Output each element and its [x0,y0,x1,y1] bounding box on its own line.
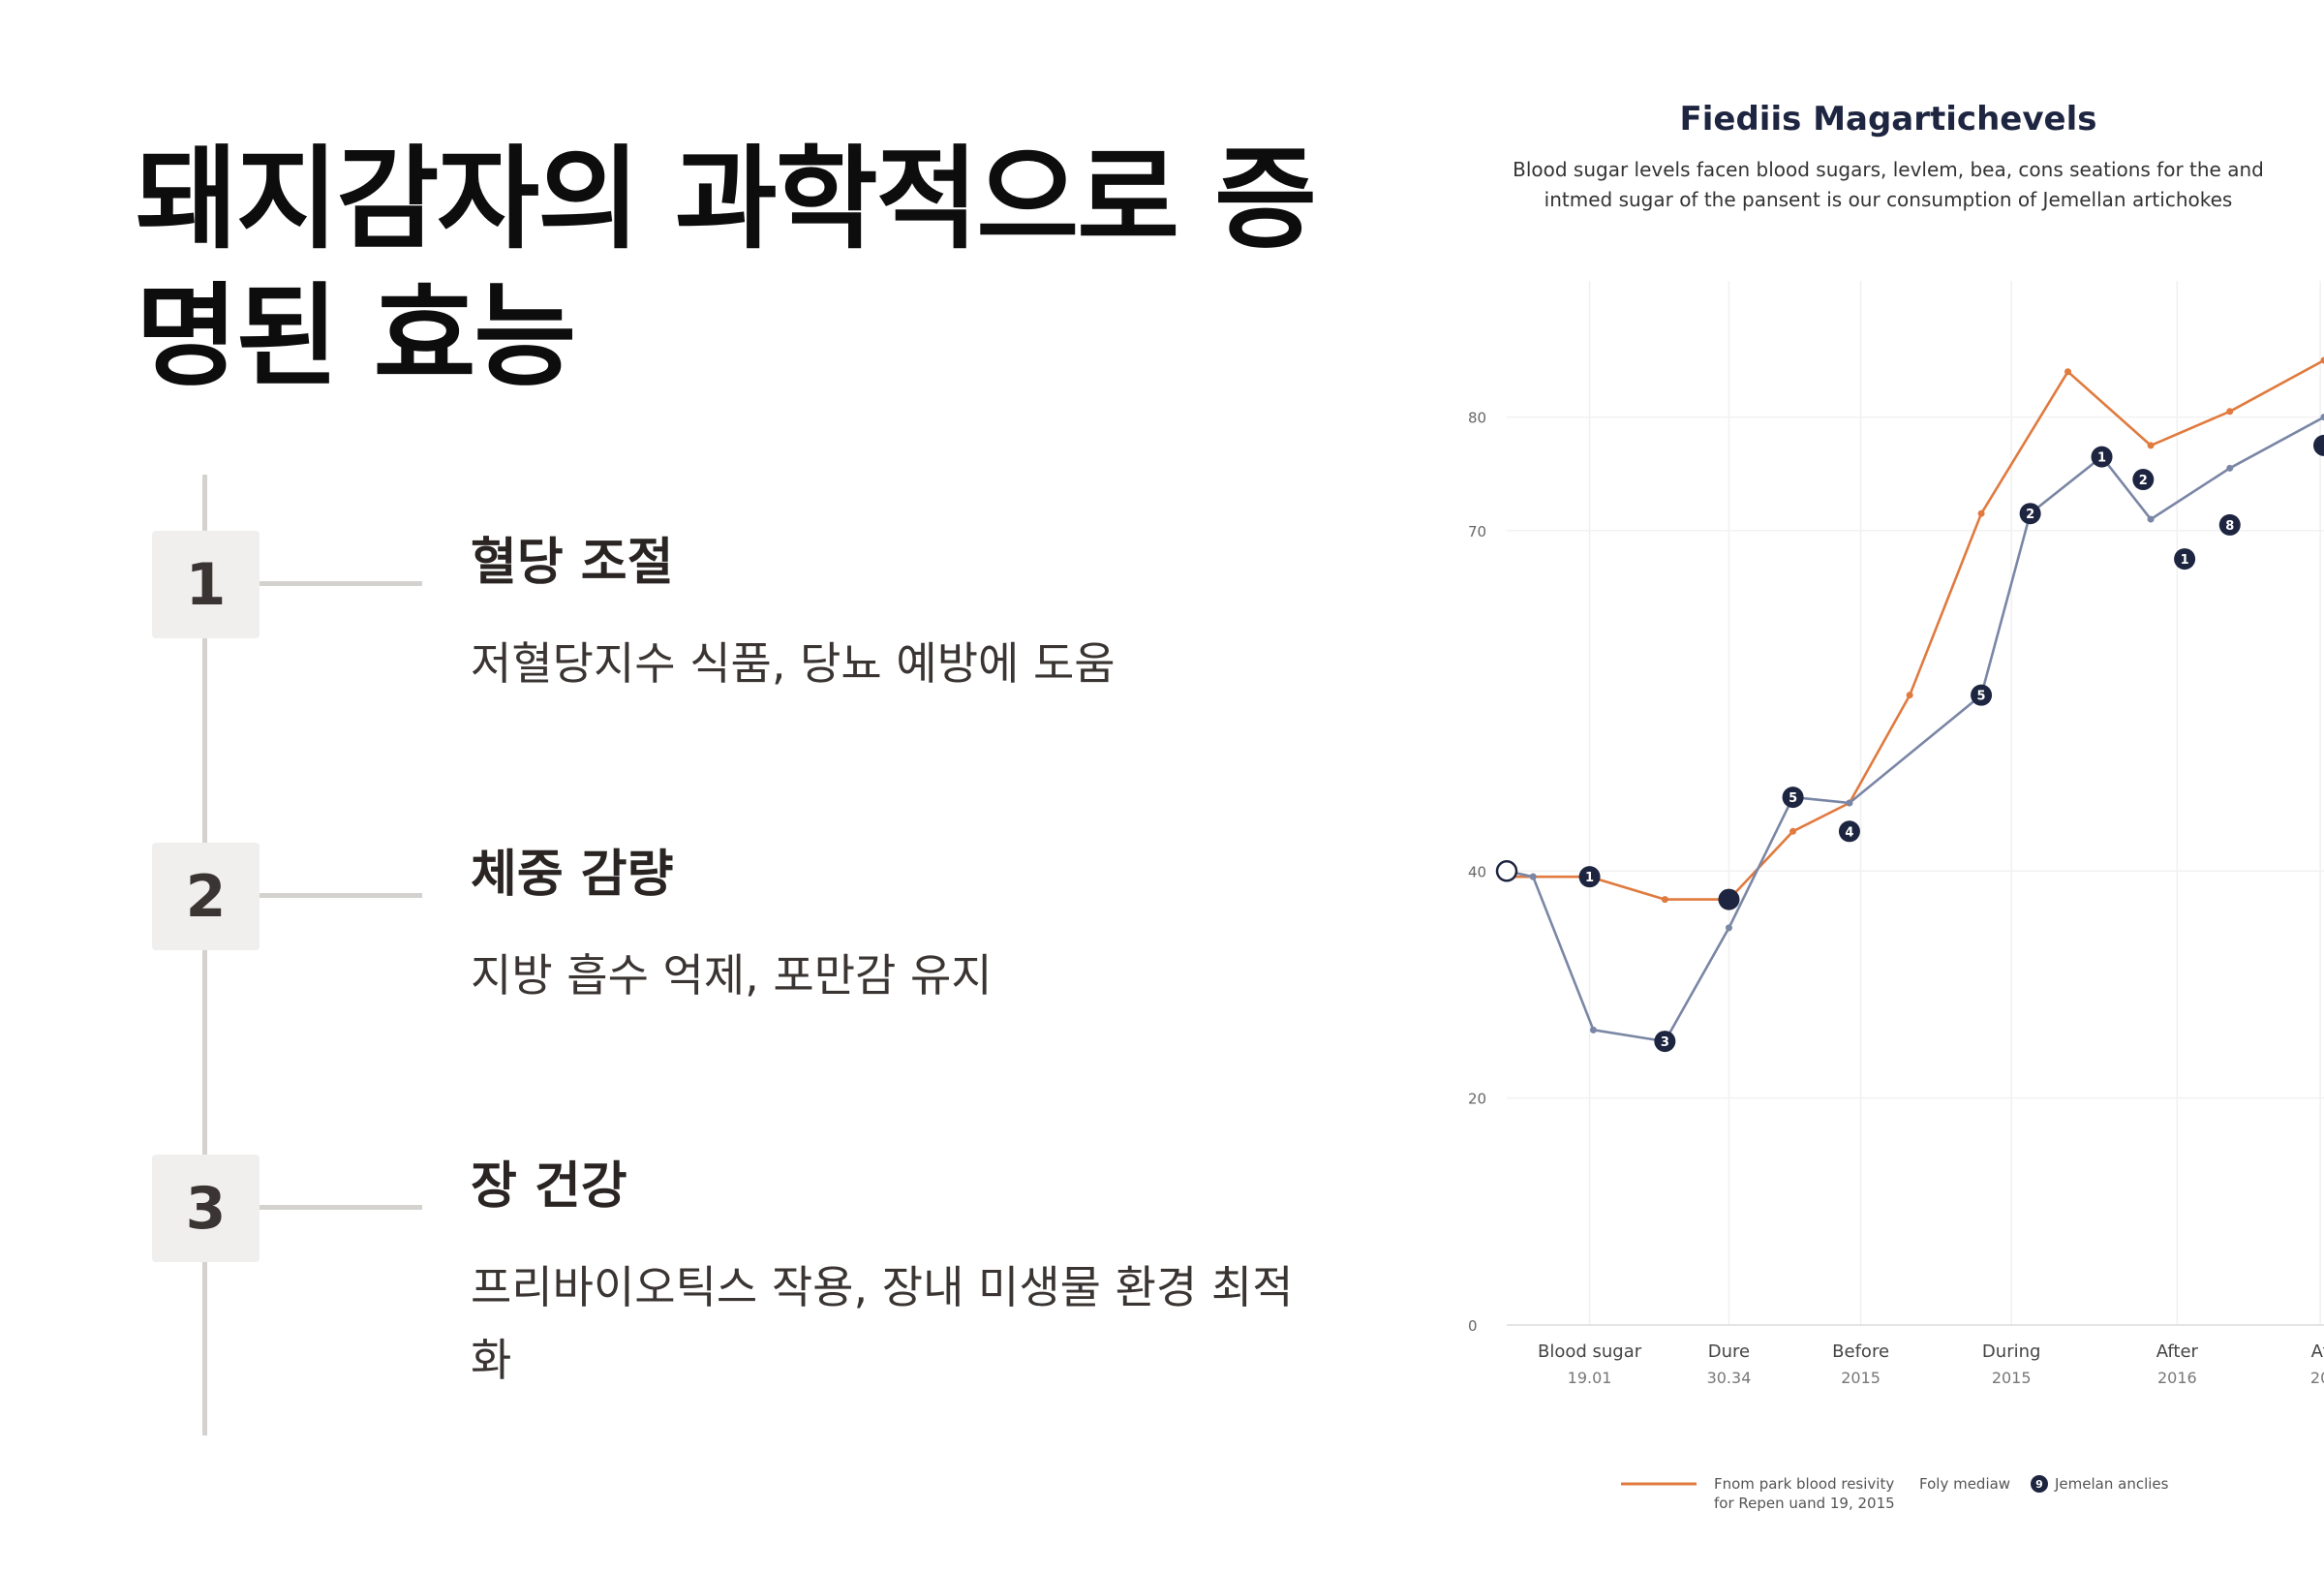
connector-line [260,893,422,898]
benefit-description: 프리바이오틱스 작용, 장내 미생물 환경 최적화 [471,1251,1303,1397]
series-line-1 [1507,360,2324,900]
y-tick-label: 40 [1468,863,1486,880]
series-point [1726,924,1732,931]
series-point [1846,800,1852,807]
data-marker-label: 8 [2225,519,2234,534]
series-point [2148,442,2155,448]
legend-dot-label: 9 [2035,1478,2043,1491]
x-tick-sublabel: 2015 [1841,1369,1881,1387]
benefit-title: 체중 감량 [471,833,673,906]
chart-axes: 0 20 40 70 80 Blood sugar 19.01 Dure 30.34 Before… [1468,410,2324,1387]
series-point [1907,692,1913,698]
data-marker-label: 5 [1977,690,1986,704]
x-tick-label: Before [1832,1342,1889,1362]
x-tick-label: During [1982,1342,2041,1362]
x-tick-label: At [2311,1342,2324,1362]
chart-markers: 1 3 5 4 5 2 1 2 1 8 [1497,435,2324,1052]
x-tick-sublabel: 2015 [1992,1369,2032,1387]
series-point [1662,896,1668,903]
data-marker [2313,435,2324,456]
series-point [1978,510,1985,517]
benefit-title: 혈당 조절 [471,521,673,594]
series-point [1590,1027,1597,1033]
x-tick-sublabel: 20 [2310,1369,2324,1387]
chart-image: Fiediis Magartichevels Blood sugar level… [1443,0,2324,1569]
step-number-badge: 2 [152,843,260,950]
legend-label: Foly mediaw [1919,1475,2010,1493]
y-tick-label: 20 [1468,1091,1486,1108]
data-marker-label: 1 [2097,451,2106,466]
chart-subtitle-line: Blood sugar levels facen blood sugars, l… [1513,158,2264,181]
chart-grid [1507,281,2324,1325]
data-marker-label: 4 [1845,825,1853,840]
x-tick-sublabel: 30.34 [1707,1369,1752,1387]
chart-subtitle-line: intmed sugar of the pansent is our consu… [1544,188,2233,211]
connector-line [260,1205,422,1210]
data-marker-label: 5 [1789,791,1797,806]
x-tick-label: Dure [1708,1342,1750,1362]
chart-title: Fiediis Magartichevels [1680,100,2097,139]
benefit-description: 지방 흡수 억제, 포만감 유지 [471,940,1303,1012]
data-marker-label: 2 [2026,508,2034,522]
legend-label: Jemelan anclies [2054,1475,2169,1493]
legend-label: for Repen uand 19, 2015 [1714,1495,1895,1512]
data-marker-label: 1 [1585,871,1594,885]
benefit-description: 저혈당지수 식품, 당뇨 예방에 도움 [471,628,1303,700]
y-tick-label: 0 [1468,1317,1478,1335]
data-marker [1718,889,1739,910]
legend-label: Fnom park blood resivity [1714,1475,1894,1493]
series-line-2 [1507,417,2324,1042]
page-title: 돼지감자의 과학적으로 증명된 효능 [136,131,1327,406]
open-marker [1497,861,1516,880]
x-tick-sublabel: 2016 [2157,1369,2197,1387]
step-number-badge: 3 [152,1155,260,1262]
data-marker-label: 2 [2139,474,2148,488]
series-point [1530,874,1537,880]
x-tick-sublabel: 19.01 [1568,1369,1612,1387]
series-point [2148,516,2155,523]
series-point [2226,465,2233,472]
connector-line [260,581,422,586]
step-number-badge: 1 [152,531,260,638]
data-marker-label: 3 [1661,1035,1669,1050]
y-tick-label: 80 [1468,410,1486,427]
x-tick-label: After [2156,1342,2199,1362]
line-chart: Fiediis Magartichevels Blood sugar level… [1443,0,2324,1569]
benefit-title: 장 건강 [471,1145,627,1218]
series-point [1789,828,1796,835]
chart-series [1504,357,2324,1045]
data-marker-label: 1 [2181,553,2189,568]
series-point [2064,368,2071,375]
y-tick-label: 70 [1468,523,1486,540]
content-column: 돼지감자의 과학적으로 증명된 효능 1 혈당 조절 저혈당지수 식품, 당뇨 … [0,0,1394,1569]
x-tick-label: Blood sugar [1538,1342,1642,1362]
chart-legend: Fnom park blood resivity for Repen uand 1… [1621,1475,2169,1512]
series-point [2226,408,2233,415]
